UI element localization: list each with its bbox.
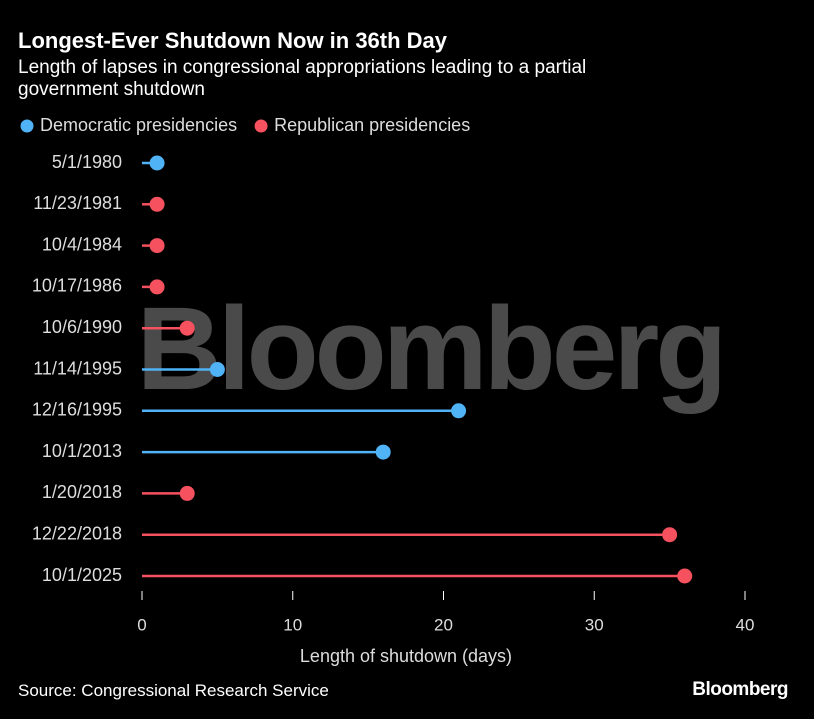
y-tick-label: 11/14/1995 [33,358,122,378]
dot [375,444,391,460]
logo: Bloomberg [692,679,788,700]
watermark: Bloomberg [137,283,724,415]
x-tick-label: 40 [736,615,755,634]
source: Source: Congressional Research Service [18,681,329,700]
dot [209,362,225,377]
legend-marker [20,119,34,133]
y-tick-label: 11/23/1981 [33,193,122,213]
y-tick-label: 12/16/1995 [32,400,122,420]
y-tick-label: 1/20/2018 [42,482,122,502]
legend-marker [254,119,268,133]
x-axis-label: Length of shutdown (days) [300,646,512,666]
dot [149,238,165,254]
x-tick-label: 0 [137,615,146,634]
dot [451,403,467,419]
dot [662,527,678,543]
dot [677,568,693,584]
y-tick-label: 5/1/1980 [52,152,122,172]
x-tick-label: 20 [434,615,453,634]
dot [149,279,165,295]
dot [179,320,195,336]
chart-subtitle: Length of lapses in congressional approp… [18,57,587,100]
y-tick-label: 10/6/1990 [42,317,122,337]
y-tick-label: 10/1/2025 [42,565,122,585]
x-tick-label: 10 [283,615,302,634]
legend-label: Democratic presidencies [40,115,237,135]
dot [149,155,165,171]
dot [149,196,165,212]
chart-title: Longest-Ever Shutdown Now in 36th Day [18,28,448,53]
legend-label: Republican presidencies [274,115,470,135]
y-tick-label: 10/17/1986 [32,276,122,296]
y-tick-label: 10/1/2013 [42,441,122,461]
dot [179,485,195,501]
x-tick-label: 30 [585,615,604,634]
y-tick-label: 10/4/1984 [42,234,122,254]
y-tick-label: 12/22/2018 [32,523,122,543]
